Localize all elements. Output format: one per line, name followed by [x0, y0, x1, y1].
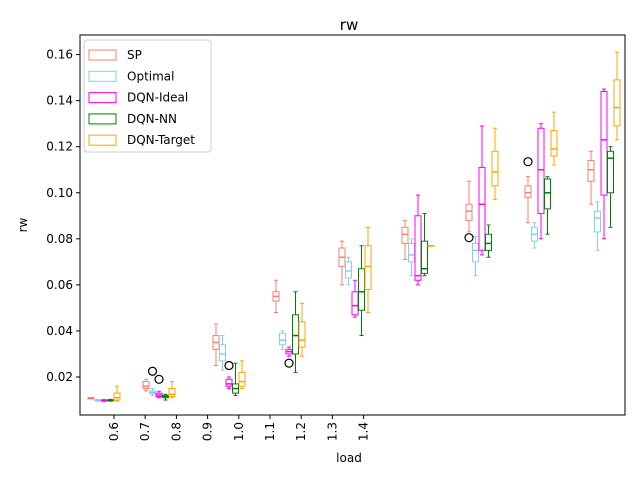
box — [364, 245, 372, 290]
legend-label: DQN-Ideal — [127, 91, 188, 105]
legend: SP Optimal DQN-Ideal DQN-NN DQN-Target — [83, 39, 212, 153]
chart-title: rw — [340, 16, 358, 34]
box — [478, 166, 486, 251]
legend-label: Optimal — [127, 69, 174, 83]
series-sp — [87, 150, 595, 400]
x-tick-label: 1.2 — [294, 422, 308, 441]
y-tick-label: 0.10 — [46, 186, 73, 200]
legend-swatch — [88, 113, 117, 125]
x-tick-label: 1.0 — [232, 422, 246, 441]
box — [401, 226, 409, 244]
y-tick-label: 0.16 — [46, 48, 73, 62]
box — [421, 240, 428, 274]
box — [465, 203, 473, 221]
box — [472, 242, 479, 263]
box — [537, 127, 545, 214]
y-tick-label: 0.12 — [46, 140, 73, 154]
y-tick-label: 0.06 — [46, 278, 73, 292]
box — [491, 150, 499, 187]
legend-swatch — [88, 134, 117, 146]
box — [524, 185, 532, 198]
y-tick-label: 0.04 — [46, 324, 73, 338]
box — [613, 79, 621, 127]
outlier-point — [523, 157, 533, 167]
outlier-point — [224, 360, 234, 371]
outlier-point — [464, 233, 474, 243]
box — [298, 321, 306, 348]
box — [587, 160, 595, 182]
x-tick-label: 0.7 — [138, 422, 152, 441]
box — [168, 388, 176, 398]
box — [600, 90, 608, 196]
legend-swatch — [88, 92, 117, 104]
x-tick-label: 1.3 — [325, 422, 339, 441]
y-tick-label: 0.02 — [46, 370, 73, 384]
x-axis-label: load — [336, 451, 362, 465]
y-tick-label: 0.14 — [46, 94, 73, 108]
x-tick-label: 0.6 — [107, 422, 121, 441]
series-dqn-ideal — [100, 88, 608, 402]
series-dqn-target — [113, 51, 621, 402]
series-dqn-nn — [107, 146, 614, 402]
legend-swatch — [88, 49, 117, 61]
outlier-point — [147, 366, 158, 376]
box — [594, 210, 601, 233]
box — [225, 378, 233, 387]
box — [485, 233, 492, 251]
box — [550, 130, 558, 157]
x-tick-label: 1.4 — [357, 422, 371, 441]
box — [345, 261, 352, 279]
plot-frame — [79, 34, 626, 416]
x-tick-label: 1.1 — [263, 422, 277, 441]
box — [113, 392, 121, 401]
box — [279, 332, 286, 346]
legend-label: DQN-NN — [127, 112, 177, 126]
outlier-point — [154, 374, 164, 384]
y-tick-label: 0.08 — [46, 232, 73, 246]
legend-label: SP — [127, 48, 142, 62]
x-tick-label: 0.8 — [169, 422, 183, 441]
box — [607, 150, 614, 194]
box — [544, 178, 551, 210]
box — [238, 371, 246, 387]
box — [142, 381, 150, 390]
legend-swatch — [88, 70, 117, 82]
outlier-point — [284, 358, 294, 368]
y-axis-label: rw — [16, 217, 30, 232]
box — [219, 344, 226, 362]
legend-label: DQN-Target — [127, 133, 195, 147]
x-tick-label: 0.9 — [201, 422, 215, 441]
